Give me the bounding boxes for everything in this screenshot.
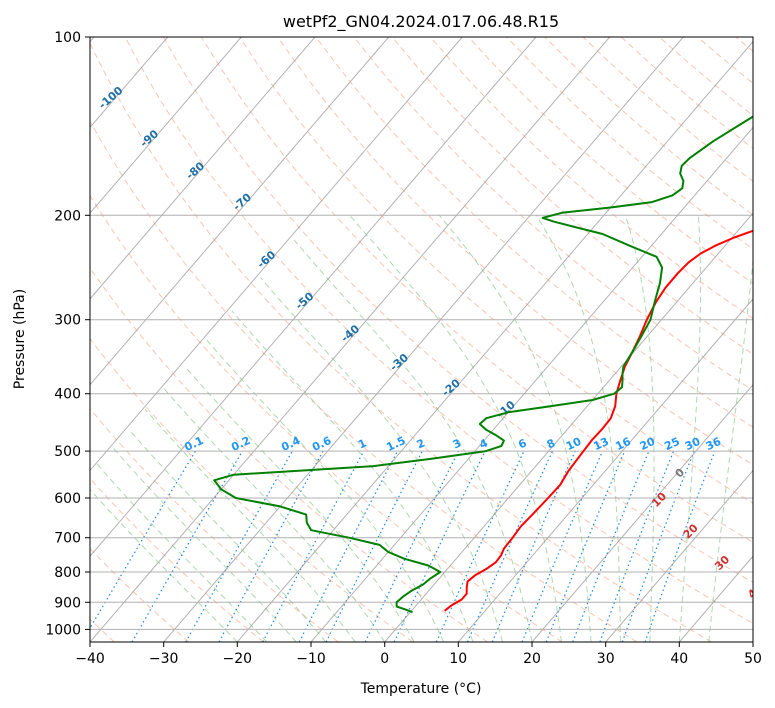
x-tick-label: 10 (449, 651, 467, 667)
moist-adiabat (184, 366, 415, 642)
dry-adiabat (90, 42, 712, 642)
x-tick-label: 0 (380, 651, 389, 667)
plot-area: 0.1 0.2 0.4 0.6 1 1.5 2 3 4 6 8 10 13 16 20 25 30 36-100-… (90, 37, 765, 642)
plot-frame (89, 36, 754, 643)
moist-adiabat (678, 215, 702, 642)
moist-adiabat-label: 40 (745, 581, 765, 601)
dry-adiabat (391, 37, 753, 355)
dry-adiabat (90, 267, 488, 642)
dry-adiabat (90, 407, 339, 642)
dry-adiabat (353, 37, 753, 391)
isotherm (90, 37, 390, 386)
mixing-ratio-lines (90, 450, 716, 642)
y-tick-label: 300 (54, 313, 81, 329)
isotherms (90, 37, 753, 642)
moist-adiabat (624, 215, 655, 642)
y-tick-label: 200 (54, 208, 81, 224)
dry-adiabat (277, 37, 753, 466)
dry-adiabat (201, 37, 753, 543)
moist-adiabat (96, 463, 268, 642)
dry-adiabat (90, 547, 190, 642)
isotherm (90, 37, 242, 214)
y-tick-label: 800 (54, 565, 81, 581)
mixing-ratio-line (218, 450, 324, 642)
y-tick-label: 400 (54, 387, 81, 403)
mixing-ratio-label: 20 (638, 435, 658, 453)
x-tick-label: 20 (523, 651, 541, 667)
isotherm (310, 126, 753, 642)
dry-adiabat (90, 194, 563, 642)
isotherm (90, 37, 316, 300)
mixing-ratio-line (364, 450, 460, 642)
isotherm (163, 37, 684, 642)
x-tick-label: −20 (223, 651, 253, 667)
mixing-ratio-line (572, 450, 650, 642)
mixing-ratio-label: 25 (662, 435, 681, 453)
mixing-ratio-label: 30 (683, 435, 703, 453)
isotherm (384, 212, 753, 642)
x-axis: −40 −30 −20 −10 0 10 20 30 40 50 (75, 642, 762, 667)
isotherm (90, 37, 611, 642)
moist-adiabat (708, 256, 753, 642)
profile-series (213, 115, 753, 614)
y-tick-label: 1000 (45, 622, 81, 638)
dry-adiabat (315, 37, 753, 428)
x-tick-label: 40 (670, 651, 688, 667)
pressure-gridlines (90, 37, 753, 630)
mixing-ratio-label: 16 (614, 435, 634, 453)
y-tick-label: 500 (54, 444, 81, 460)
x-tick-label: −30 (149, 651, 179, 667)
dry-adiabat (90, 477, 264, 642)
mixing-ratio-line (262, 450, 365, 642)
dry-adiabat (239, 37, 753, 504)
mixing-ratio-line (131, 450, 243, 642)
isotherm (90, 37, 463, 472)
mixing-ratio-line (435, 450, 525, 642)
chart-title: wetPf2_GN04.2024.017.06.48.R15 (283, 12, 559, 32)
dewpoint-line (213, 115, 753, 614)
y-tick-label: 100 (54, 30, 81, 46)
y-axis: 100 200 300 400 500 600 700 800 900 1000 (45, 30, 90, 638)
isotherm (531, 383, 753, 642)
dry-adiabat (90, 120, 638, 642)
mixing-ratio-line (393, 450, 486, 642)
mixing-ratio-label: 13 (591, 435, 610, 453)
x-axis-title: Temperature (°C) (360, 681, 482, 697)
isotherm (236, 40, 753, 642)
isotherm (90, 37, 537, 557)
dry-adiabat (430, 37, 753, 320)
y-axis-title: Pressure (hPa) (12, 289, 28, 389)
mixing-ratio-label: 36 (704, 435, 724, 453)
y-tick-label: 600 (54, 491, 81, 507)
x-tick-label: 50 (744, 651, 762, 667)
mixing-ratio-label: 10 (564, 435, 584, 453)
moist-adiabat (535, 215, 621, 642)
x-tick-label: 30 (597, 651, 615, 667)
isotherm (605, 469, 753, 642)
mixing-ratio-line (90, 450, 197, 630)
x-tick-label: −40 (75, 651, 105, 667)
y-tick-label: 900 (54, 595, 81, 611)
dry-adiabat (162, 37, 753, 584)
moist-adiabat (293, 239, 533, 642)
y-tick-label: 700 (54, 531, 81, 547)
x-tick-label: −10 (296, 651, 326, 667)
moist-adiabat (260, 277, 503, 642)
isotherm (457, 298, 753, 642)
moist-adiabat (231, 310, 474, 642)
dry-adiabat (124, 37, 753, 624)
mixing-ratio-line (599, 450, 675, 642)
moist-adiabat (111, 445, 297, 642)
moist-adiabat (128, 429, 327, 642)
moist-adiabat (206, 339, 445, 642)
